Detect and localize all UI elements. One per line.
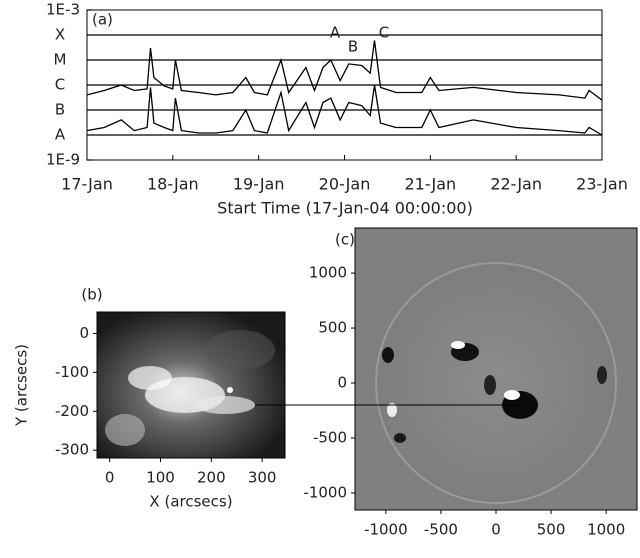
y-tick-label: 500 [318, 319, 347, 337]
y-tick-label: A [55, 126, 66, 144]
x-tick-label: 100 [146, 469, 175, 487]
flux-line [86, 40, 603, 101]
panel-label: (c) [335, 231, 355, 249]
x-tick-label: 500 [537, 521, 566, 539]
y-tick-label: C [55, 76, 65, 94]
x-tick-label: 23-Jan [576, 175, 628, 194]
x-tick-label: 0 [105, 469, 115, 487]
x-tick-label: 21-Jan [404, 175, 456, 194]
x-tick-label: 19-Jan [233, 175, 285, 194]
x-tick-label: 200 [197, 469, 226, 487]
y-tick-label: 0 [79, 324, 89, 342]
y-tick-label: -500 [313, 428, 347, 446]
x-tick-label: 18-Jan [147, 175, 199, 194]
y-tick-label: -1000 [303, 483, 347, 501]
x-tick-label: 22-Jan [490, 175, 542, 194]
x-tick-label: 300 [248, 469, 277, 487]
panel-label: (b) [81, 286, 102, 304]
x-tick-label: -1000 [364, 521, 408, 539]
y-tick-label: -200 [55, 402, 89, 420]
y-tick-label: X [55, 26, 65, 44]
annotation: C [379, 24, 389, 42]
x-tick-label: -500 [424, 521, 458, 539]
y-tick-label: 1000 [309, 264, 347, 282]
x-axis-title: Start Time (17-Jan-04 00:00:00) [217, 199, 473, 218]
difference-image [355, 228, 637, 510]
annotation: A [330, 24, 341, 42]
x-tick-label: 0 [491, 521, 501, 539]
y-tick-label: 1E-3 [46, 1, 80, 19]
euv-image [97, 312, 285, 458]
y-tick-label: -300 [55, 441, 89, 459]
x-tick-label: 20-Jan [319, 175, 371, 194]
x-axis-title: X (arcsecs) [149, 493, 232, 511]
y-tick-label: 1E-9 [46, 151, 80, 169]
y-tick-label: B [55, 101, 65, 119]
annotation: B [348, 38, 358, 56]
x-tick-label: 1000 [587, 521, 625, 539]
y-tick-label: 0 [337, 374, 347, 392]
y-tick-label: M [54, 51, 67, 69]
x-tick-label: 17-Jan [61, 175, 113, 194]
panel-label: (a) [92, 11, 113, 29]
y-tick-label: -100 [55, 363, 89, 381]
y-axis-title: Y (arcsecs) [13, 344, 31, 427]
flux-line [86, 84, 603, 136]
image-frame [96, 311, 286, 459]
